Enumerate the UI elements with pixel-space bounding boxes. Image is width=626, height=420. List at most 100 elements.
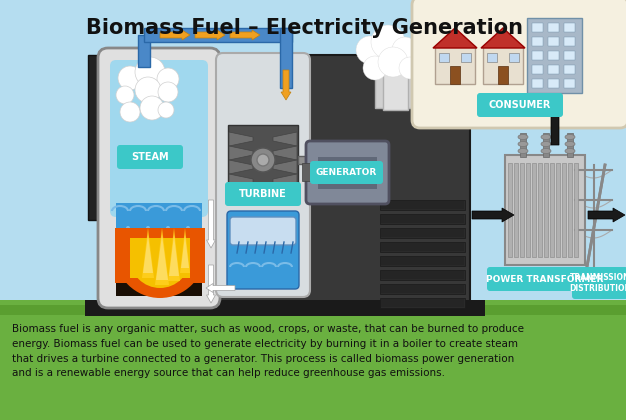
FancyArrow shape <box>548 83 562 145</box>
Polygon shape <box>273 160 297 174</box>
Bar <box>381 285 464 293</box>
FancyBboxPatch shape <box>98 48 220 308</box>
Bar <box>380 214 465 224</box>
Bar <box>380 228 465 238</box>
Bar <box>380 270 465 280</box>
Polygon shape <box>273 146 297 160</box>
Polygon shape <box>143 235 153 273</box>
Polygon shape <box>273 132 297 146</box>
Polygon shape <box>180 228 190 273</box>
Bar <box>544 163 548 257</box>
Polygon shape <box>156 235 168 280</box>
Ellipse shape <box>565 134 575 139</box>
Text: STEAM: STEAM <box>131 152 169 162</box>
Circle shape <box>116 86 134 104</box>
Circle shape <box>186 226 190 230</box>
Bar <box>381 229 464 237</box>
Polygon shape <box>142 228 154 278</box>
FancyArrow shape <box>588 208 625 222</box>
Bar <box>450 66 460 84</box>
FancyArrow shape <box>230 30 260 40</box>
Circle shape <box>363 56 387 80</box>
Bar <box>532 51 543 60</box>
Circle shape <box>371 25 405 59</box>
Bar <box>381 257 464 265</box>
Bar <box>100 55 470 313</box>
Circle shape <box>392 37 418 63</box>
FancyBboxPatch shape <box>572 267 626 299</box>
Bar <box>380 256 465 266</box>
Bar <box>380 200 465 210</box>
Circle shape <box>158 102 174 118</box>
Bar <box>564 37 575 46</box>
FancyBboxPatch shape <box>216 53 310 297</box>
Bar <box>548 65 559 74</box>
Circle shape <box>126 241 130 245</box>
FancyBboxPatch shape <box>227 211 299 289</box>
Circle shape <box>120 102 140 122</box>
Bar <box>144 28 292 42</box>
FancyArrow shape <box>160 30 190 40</box>
Bar <box>380 284 465 294</box>
Bar <box>0 300 626 330</box>
Polygon shape <box>181 235 189 268</box>
FancyBboxPatch shape <box>117 145 183 169</box>
Bar <box>556 163 560 257</box>
Wedge shape <box>130 258 190 288</box>
Bar <box>574 163 578 257</box>
Bar <box>548 37 559 46</box>
Polygon shape <box>169 235 179 276</box>
Circle shape <box>158 82 178 102</box>
Ellipse shape <box>541 142 551 147</box>
Polygon shape <box>433 28 477 48</box>
FancyArrow shape <box>207 265 215 303</box>
Circle shape <box>251 148 275 172</box>
Bar <box>564 51 575 60</box>
Bar <box>532 23 543 32</box>
Bar <box>383 58 408 110</box>
Bar <box>85 300 485 316</box>
Text: TRANMISSION
DISTRIBUTION: TRANMISSION DISTRIBUTION <box>569 273 626 293</box>
Polygon shape <box>168 228 180 281</box>
Bar <box>543 133 549 157</box>
Bar <box>538 163 542 257</box>
Circle shape <box>135 57 165 87</box>
Circle shape <box>378 47 408 77</box>
Text: POWER TRANSFORMER: POWER TRANSFORMER <box>486 275 603 284</box>
Polygon shape <box>229 174 253 188</box>
Ellipse shape <box>518 134 528 139</box>
Bar <box>381 299 464 307</box>
Circle shape <box>126 256 130 260</box>
Bar <box>380 298 465 308</box>
Polygon shape <box>273 188 297 202</box>
Bar <box>116 278 202 296</box>
Text: CONSUMER: CONSUMER <box>489 100 551 110</box>
FancyBboxPatch shape <box>306 141 389 204</box>
Text: GENERATOR: GENERATOR <box>316 168 377 177</box>
Bar <box>116 203 202 278</box>
Circle shape <box>146 226 150 230</box>
FancyArrow shape <box>281 70 291 100</box>
Circle shape <box>166 226 170 230</box>
Circle shape <box>186 241 190 245</box>
Bar <box>0 305 626 330</box>
FancyBboxPatch shape <box>110 60 208 217</box>
Ellipse shape <box>541 149 551 153</box>
Bar <box>564 65 575 74</box>
Bar <box>532 163 536 257</box>
Circle shape <box>146 256 150 260</box>
Circle shape <box>140 96 164 120</box>
FancyArrow shape <box>207 200 215 248</box>
Bar <box>526 163 530 257</box>
Bar <box>527 18 582 93</box>
Bar <box>564 79 575 88</box>
Ellipse shape <box>518 149 528 153</box>
Polygon shape <box>229 146 253 160</box>
Bar <box>498 66 508 84</box>
Circle shape <box>157 68 179 90</box>
Bar <box>138 35 150 67</box>
Ellipse shape <box>565 149 575 153</box>
Bar <box>562 163 566 257</box>
Bar <box>548 51 559 60</box>
Bar <box>0 0 626 310</box>
